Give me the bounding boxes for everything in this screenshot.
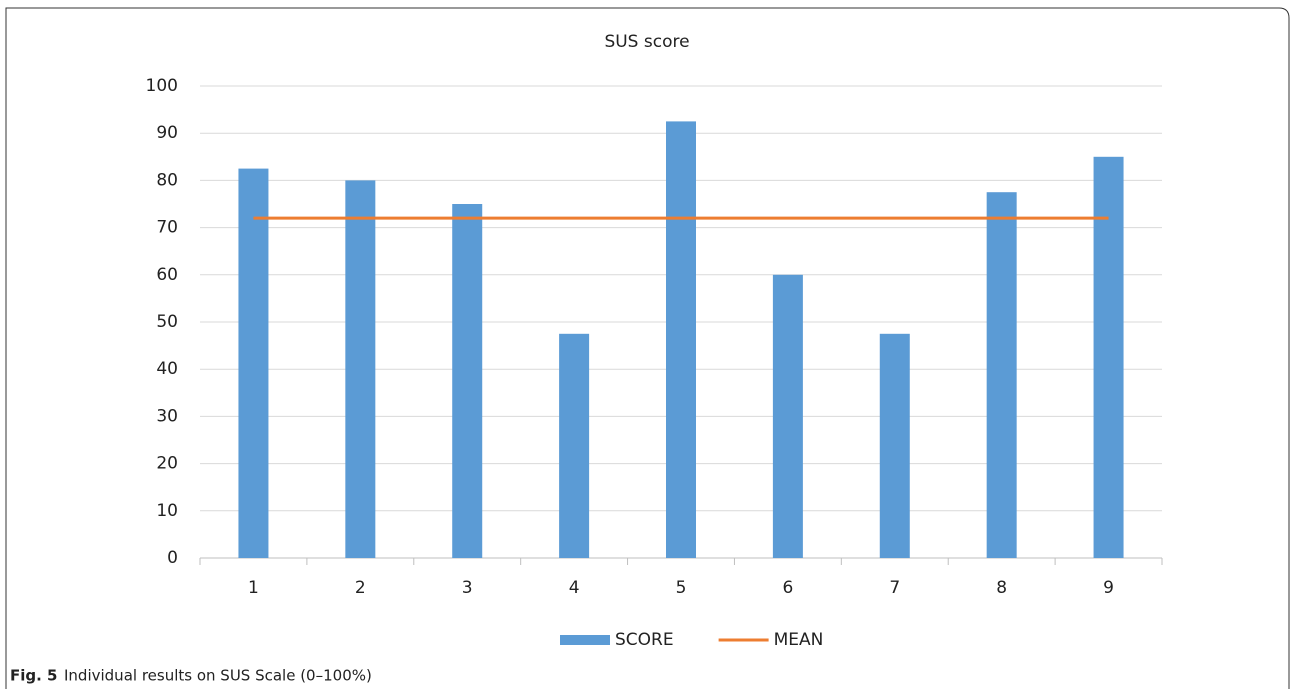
y-tick-label: 100 xyxy=(146,76,178,96)
y-tick-label: 30 xyxy=(156,406,178,426)
bar xyxy=(772,274,803,558)
bar xyxy=(345,180,376,558)
x-tick-label: 7 xyxy=(889,578,900,598)
x-tick-label: 2 xyxy=(355,578,366,598)
y-tick-label: 40 xyxy=(156,359,178,379)
bar xyxy=(1093,156,1124,559)
x-tick-label: 8 xyxy=(996,578,1007,598)
x-tick-label: 1 xyxy=(248,578,259,598)
bar xyxy=(666,121,696,559)
y-tick-label: 0 xyxy=(167,548,178,568)
y-tick-label: 80 xyxy=(156,170,178,190)
bar xyxy=(986,192,1017,558)
y-tick-label: 70 xyxy=(156,218,178,238)
legend-swatch xyxy=(560,635,610,645)
frame xyxy=(5,7,1290,689)
bar xyxy=(879,333,910,558)
y-tick-label: 50 xyxy=(156,312,178,332)
y-tick-label: 20 xyxy=(156,454,178,474)
bar xyxy=(559,333,590,558)
y-tick-label: 90 xyxy=(156,123,178,143)
legend-label: MEAN xyxy=(774,630,824,650)
legend-label: SCORE xyxy=(615,630,674,650)
caption-text: Individual results on SUS Scale (0–100%) xyxy=(64,667,372,685)
y-tick-label: 10 xyxy=(156,501,178,521)
caption-label: Fig. 5 xyxy=(10,667,57,685)
x-tick-label: 4 xyxy=(569,578,580,598)
chart-title: SUS score xyxy=(604,32,689,52)
x-tick-label: 3 xyxy=(462,578,473,598)
y-tick-label: 60 xyxy=(156,265,178,285)
x-tick-label: 9 xyxy=(1103,578,1114,598)
x-tick-label: 6 xyxy=(782,578,793,598)
x-tick-label: 5 xyxy=(676,578,687,598)
bar xyxy=(238,168,269,558)
bar xyxy=(452,204,483,558)
